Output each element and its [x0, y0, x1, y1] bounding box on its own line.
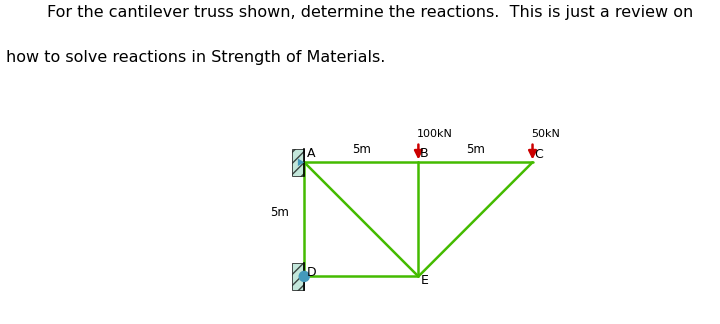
Polygon shape [292, 149, 305, 176]
Circle shape [300, 272, 310, 282]
Text: B: B [420, 147, 428, 160]
Text: A: A [307, 147, 315, 160]
Text: how to solve reactions in Strength of Materials.: how to solve reactions in Strength of Ma… [6, 50, 385, 65]
Text: D: D [307, 266, 317, 279]
Text: 50kN: 50kN [531, 129, 560, 139]
Text: C: C [534, 148, 543, 161]
Polygon shape [292, 263, 305, 290]
Text: 5m: 5m [466, 143, 485, 156]
Polygon shape [298, 158, 305, 166]
Text: E: E [420, 274, 428, 287]
Text: 5m: 5m [270, 206, 289, 219]
Text: For the cantilever truss shown, determine the reactions.  This is just a review : For the cantilever truss shown, determin… [47, 5, 693, 20]
Text: 100kN: 100kN [418, 129, 453, 139]
Text: 5m: 5m [352, 143, 371, 156]
